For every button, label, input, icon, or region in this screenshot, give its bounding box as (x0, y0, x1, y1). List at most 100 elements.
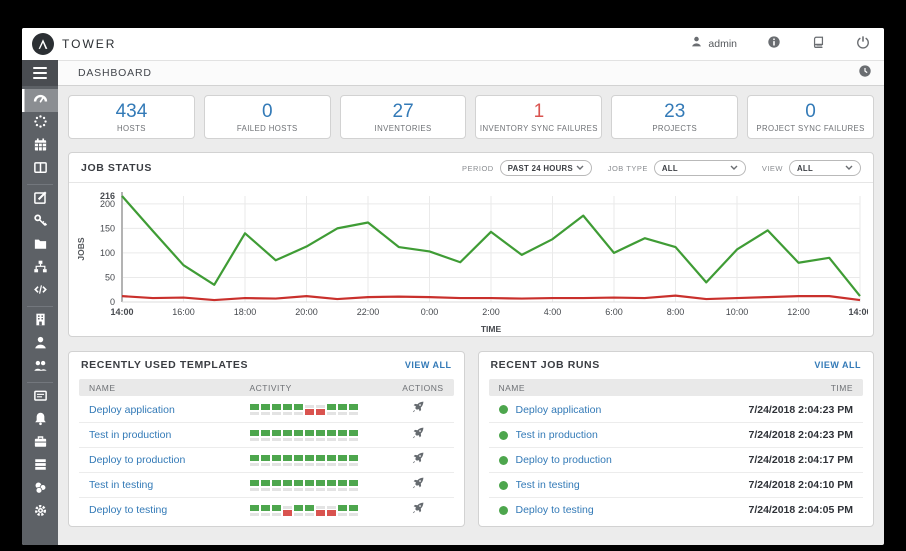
template-name-link[interactable]: Deploy application (89, 403, 175, 416)
template-name-link[interactable]: Deploy to testing (89, 504, 168, 516)
activity-success-block[interactable] (326, 454, 336, 466)
job-status-chart[interactable]: 0 50 100 150 200 216 14:00 16:00 18:00 20:00 22:00… (69, 183, 873, 336)
activity-success-block[interactable] (249, 429, 259, 441)
filter-select-period[interactable]: PAST 24 HOURS (499, 160, 592, 176)
activity-success-block[interactable] (337, 479, 347, 491)
stat-card-failed-hosts[interactable]: 0 FAILED HOSTS (203, 95, 331, 139)
sidebar-item-notifications[interactable] (22, 409, 58, 432)
sidebar-item-inventory-scripts[interactable] (22, 280, 58, 303)
stat-card-projects[interactable]: 23 PROJECTS (611, 95, 739, 139)
activity-success-block[interactable] (293, 504, 303, 516)
activity-success-block[interactable] (271, 479, 281, 491)
sidebar-item-instance-groups[interactable] (22, 455, 58, 478)
launch-template-button[interactable] (392, 451, 444, 470)
stat-card-project-sync-failures[interactable]: 0 PROJECT SYNC FAILURES (747, 95, 874, 139)
filter-select-view[interactable]: ALL (789, 160, 861, 176)
activity-success-block[interactable] (293, 404, 303, 415)
sidebar-item-templates[interactable] (22, 188, 58, 211)
activity-success-block[interactable] (337, 504, 347, 516)
filter-select-job-type[interactable]: ALL (653, 160, 746, 176)
activity-success-block[interactable] (315, 429, 325, 441)
sidebar-item-credentials[interactable] (22, 211, 58, 234)
logout-button[interactable] (856, 35, 870, 54)
activity-success-block[interactable] (271, 429, 281, 441)
activity-success-block[interactable] (293, 454, 303, 466)
activity-success-block[interactable] (282, 479, 292, 491)
activity-failed-block[interactable] (315, 404, 325, 415)
job-run-name-link[interactable]: Test in production (515, 429, 598, 441)
activity-success-block[interactable] (260, 479, 270, 491)
activity-success-block[interactable] (326, 429, 336, 441)
activity-success-block[interactable] (348, 479, 358, 491)
job-run-name-link[interactable]: Deploy to testing (515, 504, 594, 516)
activity-success-block[interactable] (249, 479, 259, 491)
job-run-name-link[interactable]: Deploy application (515, 403, 602, 416)
sidebar-item-teams[interactable] (22, 356, 58, 379)
sidebar-item-jobs[interactable] (22, 112, 58, 135)
activity-success-block[interactable] (293, 479, 303, 491)
stat-card-hosts[interactable]: 434 HOSTS (68, 95, 195, 139)
activity-success-block[interactable] (282, 429, 292, 441)
activity-success-block[interactable] (348, 454, 358, 466)
sidebar-item-users[interactable] (22, 333, 58, 356)
activity-success-block[interactable] (348, 504, 358, 516)
launch-template-button[interactable] (392, 476, 444, 495)
template-name-link[interactable]: Deploy to production (89, 454, 186, 466)
sidebar-item-credential-types[interactable] (22, 386, 58, 409)
activity-failed-block[interactable] (315, 505, 325, 516)
activity-failed-block[interactable] (282, 505, 292, 516)
activity-success-block[interactable] (348, 404, 358, 415)
activity-success-block[interactable] (271, 404, 281, 415)
activity-success-block[interactable] (304, 429, 314, 441)
activity-success-block[interactable] (304, 504, 314, 516)
docs-button[interactable] (811, 35, 826, 54)
launch-template-button[interactable] (392, 400, 444, 419)
activity-success-block[interactable] (315, 454, 325, 466)
sidebar-item-organizations[interactable] (22, 310, 58, 333)
activity-success-block[interactable] (315, 479, 325, 491)
activity-success-block[interactable] (337, 429, 347, 441)
launch-template-button[interactable] (392, 426, 444, 445)
activity-success-block[interactable] (260, 454, 270, 466)
activity-success-block[interactable] (260, 404, 270, 415)
brand[interactable]: TOWER (32, 33, 116, 55)
template-name-link[interactable]: Test in testing (89, 479, 154, 491)
user-menu[interactable]: admin (690, 35, 737, 53)
launch-template-button[interactable] (392, 501, 444, 520)
sidebar-item-schedules[interactable] (22, 135, 58, 158)
activity-success-block[interactable] (337, 454, 347, 466)
sidebar-item-settings[interactable] (22, 501, 58, 524)
activity-success-block[interactable] (293, 429, 303, 441)
activity-stream-button[interactable] (858, 64, 872, 83)
activity-success-block[interactable] (260, 429, 270, 441)
activity-success-block[interactable] (282, 404, 292, 415)
activity-success-block[interactable] (271, 504, 281, 516)
job-run-name-link[interactable]: Test in testing (515, 479, 580, 491)
about-button[interactable] (767, 35, 781, 54)
sidebar-item-portal-mode[interactable] (22, 158, 58, 181)
activity-success-block[interactable] (326, 479, 336, 491)
activity-success-block[interactable] (326, 404, 336, 415)
activity-success-block[interactable] (249, 454, 259, 466)
activity-success-block[interactable] (249, 404, 259, 415)
activity-success-block[interactable] (282, 454, 292, 466)
sidebar-item-applications[interactable] (22, 478, 58, 501)
activity-success-block[interactable] (337, 404, 347, 415)
activity-success-block[interactable] (260, 504, 270, 516)
job-runs-view-all-link[interactable]: VIEW ALL (814, 360, 861, 370)
sidebar-item-projects[interactable] (22, 234, 58, 257)
sidebar-item-inventories[interactable] (22, 257, 58, 280)
activity-success-block[interactable] (304, 479, 314, 491)
activity-success-block[interactable] (348, 429, 358, 441)
stat-card-inventories[interactable]: 27 INVENTORIES (339, 95, 467, 139)
breadcrumb[interactable]: DASHBOARD (78, 67, 152, 79)
stat-card-inventory-sync-failures[interactable]: 1 INVENTORY SYNC FAILURES (475, 95, 603, 139)
sidebar-item-dashboard[interactable] (22, 89, 58, 112)
activity-failed-block[interactable] (304, 404, 314, 415)
template-name-link[interactable]: Test in production (89, 429, 172, 441)
menu-toggle-button[interactable] (22, 60, 58, 86)
activity-success-block[interactable] (271, 454, 281, 466)
job-run-name-link[interactable]: Deploy to production (515, 454, 612, 466)
activity-success-block[interactable] (249, 504, 259, 516)
activity-success-block[interactable] (304, 454, 314, 466)
